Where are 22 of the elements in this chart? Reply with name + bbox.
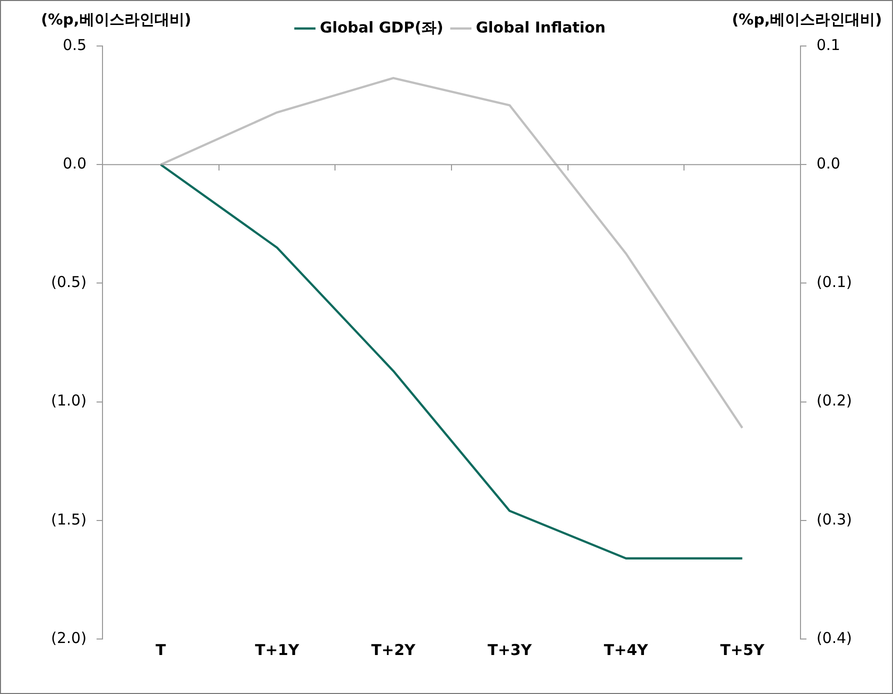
y-tick-label: (1.0) (50, 392, 87, 410)
x-tick-label: T+1Y (254, 640, 300, 659)
legend-label: Global Inflation (476, 18, 606, 36)
y-axis-title: (%p,베이스라인대비) (41, 10, 192, 28)
y-tick-label: (1.5) (50, 510, 87, 528)
y2-tick-label: 0.0 (816, 154, 840, 172)
legend-label: Global GDP(좌) (320, 18, 444, 36)
y2-tick-label: (0.1) (816, 273, 852, 292)
y-tick-label: 0.5 (62, 36, 87, 54)
y2-tick-label: (0.4) (816, 628, 852, 647)
y2-tick-label: (0.3) (816, 510, 852, 528)
y2-tick-label: (0.2) (816, 392, 852, 410)
y2-axis-title: (%p,베이스라인대비) (732, 10, 882, 28)
x-tick-label: T+5Y (720, 640, 766, 659)
x-tick-label: T+4Y (604, 640, 650, 659)
y2-tick-label: 0.1 (816, 36, 840, 54)
x-tick-label: T (156, 640, 167, 659)
y-tick-label: 0.0 (62, 154, 87, 172)
y-tick-label: (0.5) (50, 273, 87, 292)
y-tick-label: (2.0) (50, 628, 87, 647)
x-tick-label: T+2Y (371, 640, 417, 659)
x-tick-label: T+3Y (488, 640, 533, 659)
